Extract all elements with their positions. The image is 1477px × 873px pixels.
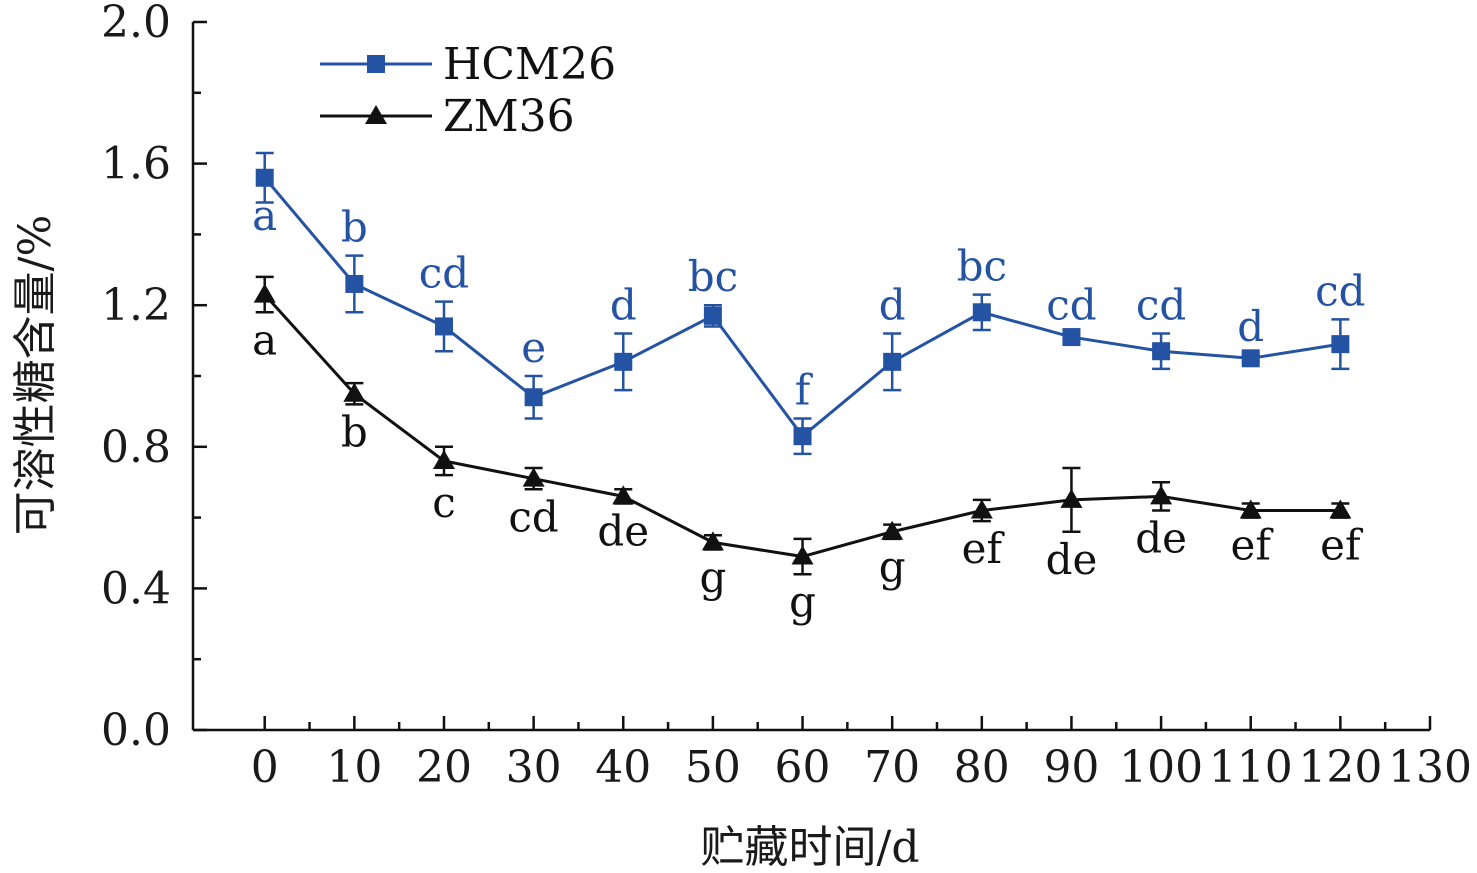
significance-label: g [789, 577, 816, 626]
significance-label: g [699, 552, 726, 601]
legend-label: HCM26 [443, 39, 616, 90]
data-point [703, 306, 722, 325]
x-tick-label: 90 [1043, 742, 1099, 793]
data-point [612, 485, 635, 505]
data-point [343, 382, 366, 402]
significance-label: b [341, 203, 368, 252]
data-point [1239, 499, 1262, 519]
significance-label: cd [1315, 266, 1365, 315]
x-tick-label: 120 [1298, 742, 1382, 793]
x-tick-label: 60 [775, 742, 831, 793]
x-tick-label: 0 [251, 742, 279, 793]
data-point [522, 467, 545, 487]
significance-label: bc [688, 252, 738, 301]
significance-label: cd [419, 249, 469, 298]
data-point [1150, 485, 1173, 505]
data-point [881, 520, 904, 540]
significance-label: d [879, 281, 906, 330]
data-point [432, 449, 455, 469]
legend-item-hcm26: HCM26 [320, 39, 616, 90]
y-tick-label: 0.0 [101, 705, 171, 756]
legend-marker [367, 55, 385, 73]
data-point [972, 303, 991, 322]
data-point [1152, 342, 1171, 361]
y-axis-title: 可溶性糖含量/% [10, 215, 61, 536]
data-point [1060, 488, 1083, 508]
y-tick-label: 2.0 [101, 0, 171, 48]
significance-label: d [1237, 302, 1264, 351]
significance-label: de [1046, 535, 1098, 584]
data-point [793, 427, 812, 446]
x-tick-label: 20 [416, 742, 472, 793]
x-axis-title: 贮藏时间/d [701, 822, 920, 873]
legend-label: ZM36 [443, 91, 575, 142]
significance-label: a [252, 191, 277, 240]
significance-label: ef [962, 524, 1006, 573]
data-point [255, 168, 274, 187]
data-point [1241, 349, 1260, 368]
legend-item-zm36: ZM36 [320, 91, 575, 142]
data-point [791, 545, 814, 565]
data-point [1329, 499, 1352, 519]
significance-label: de [597, 506, 649, 555]
data-point [253, 283, 276, 303]
significance-label: g [879, 542, 906, 591]
data-point [614, 352, 633, 371]
data-point [970, 499, 993, 519]
x-tick-label: 40 [595, 742, 651, 793]
significance-label: b [341, 407, 368, 456]
significance-label: a [252, 315, 277, 364]
y-tick-label: 0.8 [101, 422, 171, 473]
x-tick-label: 130 [1388, 742, 1472, 793]
data-point [345, 274, 364, 293]
significance-label: de [1135, 514, 1187, 563]
x-tick-label: 110 [1209, 742, 1293, 793]
x-tick-label: 100 [1119, 742, 1203, 793]
data-point [1062, 328, 1081, 347]
y-tick-label: 1.6 [101, 139, 171, 190]
data-point [701, 531, 724, 551]
data-point [524, 388, 543, 407]
significance-label: f [795, 365, 814, 414]
data-point [883, 352, 902, 371]
chart-axes: 0.0 0.4 0.8 1.2 1.6 2.0 0 10 20 30 40 50 60 70 80 90 100… [101, 0, 1472, 793]
significance-label: cd [1046, 281, 1096, 330]
x-tick-label: 50 [685, 742, 741, 793]
significance-label: e [521, 323, 546, 372]
significance-label: ef [1320, 521, 1364, 570]
y-tick-label: 0.4 [101, 563, 171, 614]
significance-label: cd [508, 492, 558, 541]
significance-label: ef [1231, 521, 1275, 570]
data-point [434, 317, 453, 336]
y-tick-label: 1.2 [101, 280, 171, 331]
x-tick-label: 10 [326, 742, 382, 793]
significance-label: cd [1136, 281, 1186, 330]
data-point [1331, 335, 1350, 354]
significance-label: d [610, 281, 637, 330]
x-tick-label: 80 [954, 742, 1010, 793]
x-tick-label: 70 [864, 742, 920, 793]
x-tick-label: 30 [506, 742, 562, 793]
legend-marker [365, 105, 387, 124]
significance-label: c [432, 478, 456, 527]
significance-label: bc [957, 242, 1007, 291]
